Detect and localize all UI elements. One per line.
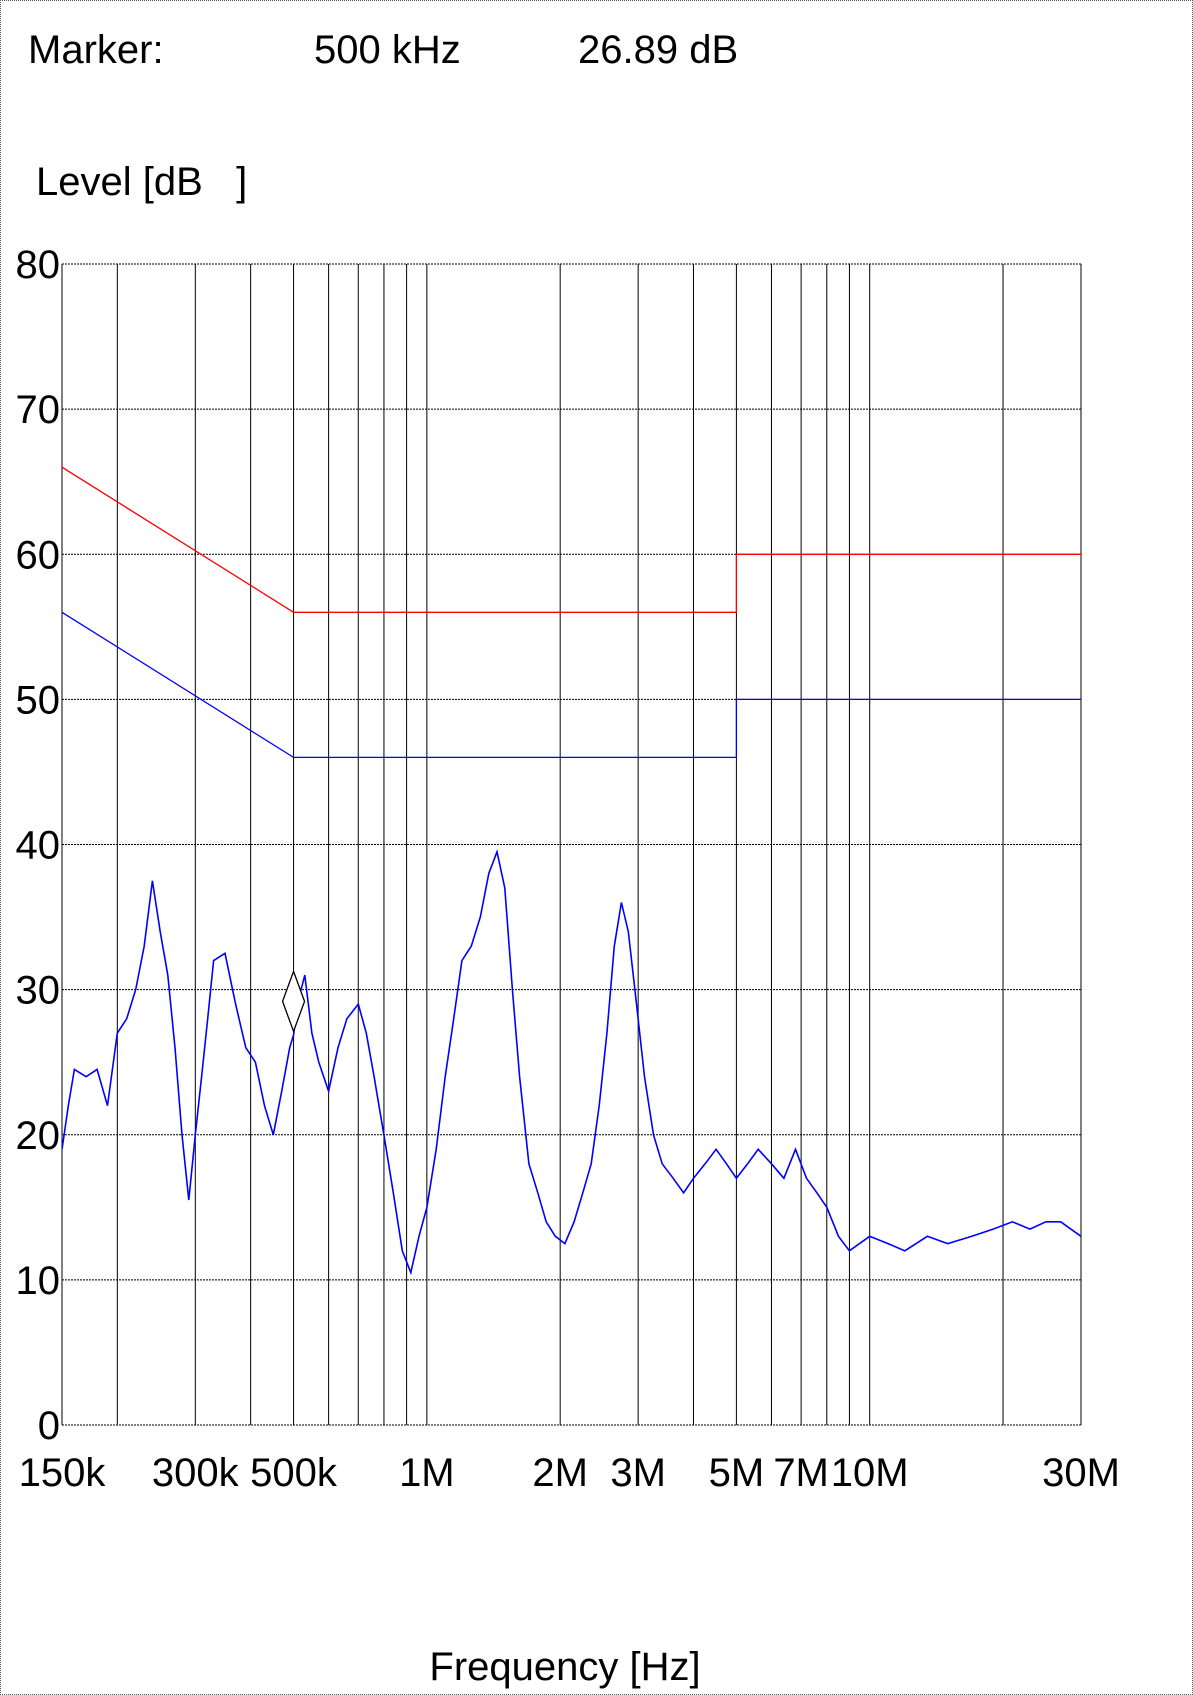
y-tick-label: 40: [16, 824, 61, 868]
marker-frequency: 500 kHz: [314, 28, 461, 72]
marker-diamond: [281, 969, 306, 1034]
x-tick-labels: 150k 300k 500k 1M 2M 3M 5M 7M 10M 30M: [19, 1451, 1120, 1495]
y-tick-label: 30: [16, 969, 61, 1013]
y-tick-label: 50: [16, 678, 61, 722]
x-tick-label: 3M: [610, 1451, 666, 1495]
y-tick-label: 0: [38, 1404, 60, 1448]
x-tick-label: 10M: [831, 1451, 909, 1495]
y-tick-label: 70: [16, 388, 61, 432]
y-tick-label: 60: [16, 533, 61, 577]
x-tick-label: 150k: [19, 1451, 107, 1495]
marker-level: 26.89 dB: [578, 28, 739, 72]
x-tick-label: 30M: [1042, 1451, 1120, 1495]
marker-group: [281, 969, 306, 1034]
x-tick-label: 300k: [152, 1451, 240, 1495]
x-tick-label: 5M: [709, 1451, 765, 1495]
x-tick-label: 500k: [250, 1451, 338, 1495]
limit-line-qp: [62, 466, 1081, 613]
grid: [61, 263, 1082, 1426]
y-tick-label: 80: [16, 243, 61, 287]
y-tick-label: 10: [16, 1259, 61, 1303]
y-tick-label: 20: [16, 1114, 61, 1158]
marker-label: Marker:: [28, 28, 164, 72]
x-tick-label: 2M: [532, 1451, 588, 1495]
x-tick-label: 1M: [399, 1451, 455, 1495]
series-group: [62, 466, 1082, 1276]
x-tick-label: 7M: [773, 1451, 829, 1495]
x-axis-label: Frequency [Hz]: [429, 1645, 700, 1689]
limit-line-avg: [62, 611, 1081, 759]
measurement-trace: [62, 848, 1082, 1276]
y-tick-labels: 0 10 20 30 40 50 60 70 80: [16, 243, 61, 1448]
y-axis-label: Level [dB ]: [36, 160, 248, 204]
